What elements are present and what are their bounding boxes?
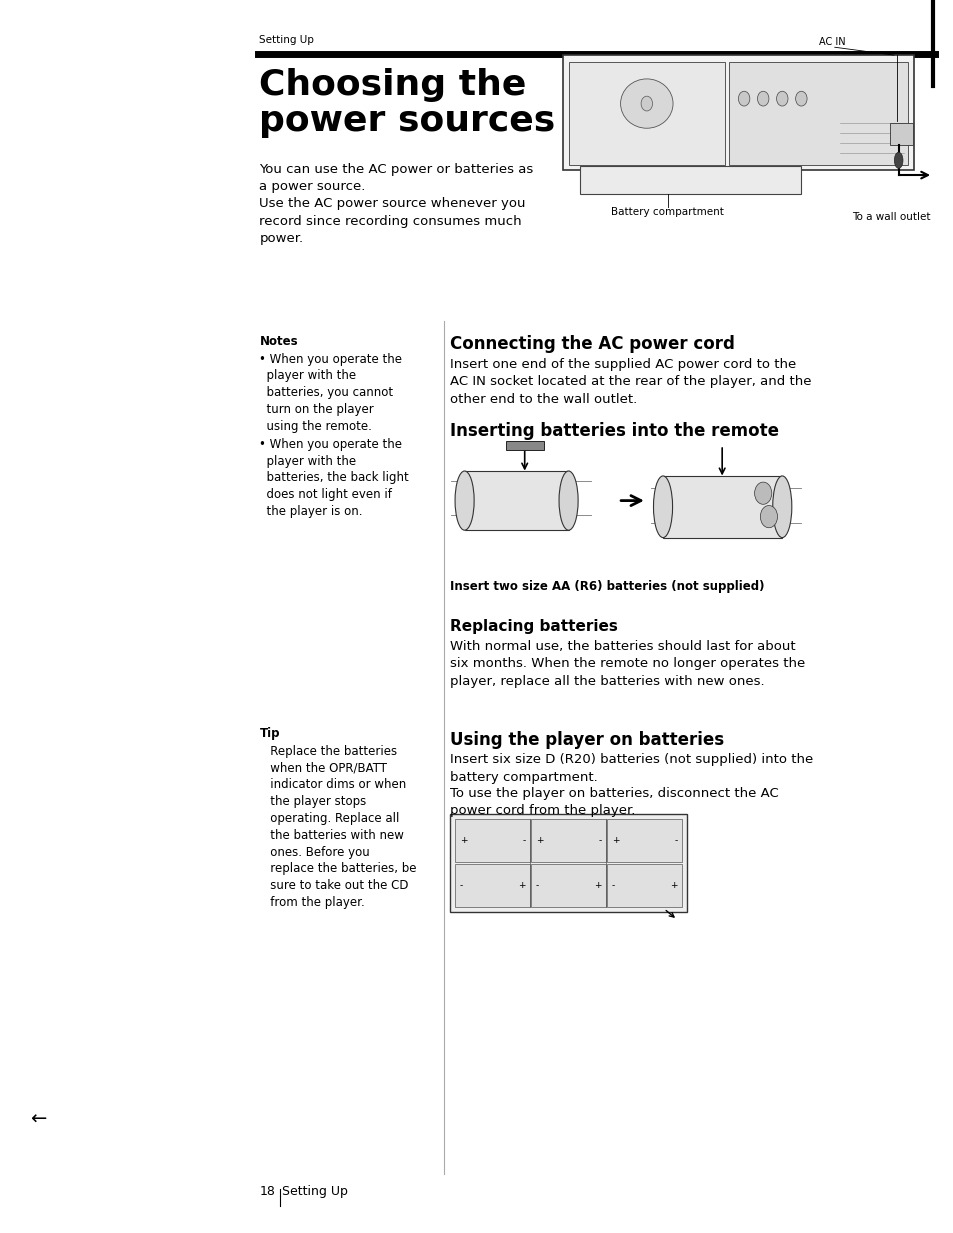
Text: Using the player on batteries: Using the player on batteries — [450, 731, 723, 750]
Text: To use the player on batteries, disconnect the AC
power cord from the player.: To use the player on batteries, disconne… — [450, 787, 779, 817]
Polygon shape — [505, 441, 543, 450]
Text: Insert six size D (R20) batteries (not supplied) into the
battery compartment.: Insert six size D (R20) batteries (not s… — [450, 753, 813, 784]
Ellipse shape — [893, 152, 902, 168]
Polygon shape — [450, 814, 686, 912]
Text: Connecting the AC power cord: Connecting the AC power cord — [450, 335, 735, 354]
Polygon shape — [455, 864, 530, 907]
Text: Setting Up: Setting Up — [259, 35, 314, 44]
Ellipse shape — [757, 91, 768, 106]
Polygon shape — [568, 62, 724, 165]
Text: -: - — [521, 836, 525, 845]
Text: Choosing the: Choosing the — [259, 68, 526, 102]
Text: ←: ← — [30, 1110, 47, 1129]
Circle shape — [754, 482, 771, 504]
Text: • When you operate the
  player with the
  batteries, you cannot
  turn on the p: • When you operate the player with the b… — [259, 353, 402, 433]
Ellipse shape — [738, 91, 749, 106]
Polygon shape — [889, 123, 912, 145]
Text: -: - — [459, 882, 462, 890]
Ellipse shape — [455, 471, 474, 530]
Polygon shape — [606, 864, 681, 907]
Text: Inserting batteries into the remote: Inserting batteries into the remote — [450, 422, 779, 440]
Polygon shape — [579, 166, 801, 194]
Polygon shape — [662, 476, 781, 538]
Text: +: + — [536, 836, 543, 845]
Text: You can use the AC power or batteries as
a power source.: You can use the AC power or batteries as… — [259, 163, 533, 194]
Polygon shape — [455, 819, 530, 862]
Polygon shape — [728, 62, 907, 165]
Text: Insert one end of the supplied AC power cord to the
AC IN socket located at the : Insert one end of the supplied AC power … — [450, 358, 811, 406]
Text: -: - — [598, 836, 600, 845]
Text: Battery compartment: Battery compartment — [610, 207, 722, 217]
Polygon shape — [464, 471, 568, 530]
Text: +: + — [517, 882, 525, 890]
Ellipse shape — [558, 471, 578, 530]
Text: -: - — [674, 836, 677, 845]
Circle shape — [640, 96, 652, 111]
Text: Insert two size AA (R6) batteries (not supplied): Insert two size AA (R6) batteries (not s… — [450, 580, 764, 593]
Ellipse shape — [795, 91, 806, 106]
Polygon shape — [562, 55, 913, 170]
Text: Notes: Notes — [259, 335, 297, 349]
Text: +: + — [611, 836, 618, 845]
Ellipse shape — [620, 79, 673, 128]
Text: -: - — [536, 882, 538, 890]
Text: Replace the batteries
   when the OPR/BATT
   indicator dims or when
   the play: Replace the batteries when the OPR/BATT … — [259, 745, 416, 909]
Text: Tip: Tip — [259, 727, 279, 741]
Polygon shape — [531, 864, 605, 907]
Text: power sources: power sources — [259, 104, 556, 138]
Text: 18: 18 — [259, 1185, 275, 1198]
Text: +: + — [593, 882, 600, 890]
Ellipse shape — [776, 91, 787, 106]
Text: Replacing batteries: Replacing batteries — [450, 619, 618, 634]
Polygon shape — [531, 819, 605, 862]
Text: -: - — [611, 882, 615, 890]
Text: To a wall outlet: To a wall outlet — [851, 212, 929, 222]
Circle shape — [760, 506, 777, 528]
Ellipse shape — [772, 476, 791, 538]
Text: +: + — [669, 882, 677, 890]
Ellipse shape — [653, 476, 672, 538]
Text: AC IN: AC IN — [818, 37, 844, 47]
Text: +: + — [459, 836, 467, 845]
Text: With normal use, the batteries should last for about
six months. When the remote: With normal use, the batteries should la… — [450, 640, 804, 688]
Text: • When you operate the
  player with the
  batteries, the back light
  does not : • When you operate the player with the b… — [259, 438, 409, 518]
Polygon shape — [606, 819, 681, 862]
Text: Setting Up: Setting Up — [282, 1185, 348, 1198]
Text: Use the AC power source whenever you
record since recording consumes much
power.: Use the AC power source whenever you rec… — [259, 197, 525, 245]
